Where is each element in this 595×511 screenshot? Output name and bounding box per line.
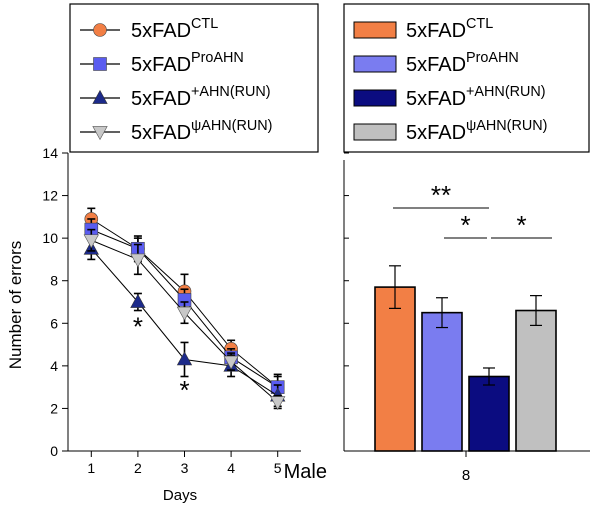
x-tick-label: 5 [274,460,282,476]
legend-right-label: 5xFAD+AHN(RUN) [406,84,546,110]
legend-left-frame [69,3,319,153]
data-point [130,293,146,308]
legend-right-swatch [353,21,397,39]
x-axis-label: Days [163,487,197,504]
x-tick-label: 4 [227,460,235,476]
data-point [223,355,239,370]
legend-right-label: 5xFADψAHN(RUN) [406,118,547,144]
legend-right-label: 5xFADCTL [406,16,493,42]
bar [468,375,510,452]
legend-left-marker-square [93,57,107,71]
significance-label: * [516,210,526,240]
legend-left-label: 5xFADProAHN [131,50,244,76]
data-point [176,306,193,321]
legend-left-label: 5xFAD+AHN(RUN) [131,84,271,110]
y-tick-label: 10 [42,230,58,246]
significance-label: * [460,210,470,240]
legend-left-marker-circle [93,23,107,37]
bar [421,311,463,452]
y-tick-label: 12 [42,188,58,204]
significance-label: ** [431,180,451,210]
bar-group-prefix: Male [284,461,327,483]
legend-left-marker-triangle-down [92,126,108,141]
data-point [83,234,99,249]
significance-star: * [179,375,189,405]
data-point [176,351,193,366]
legend-right-swatch [353,89,397,107]
data-point [130,253,146,268]
legend-left-marker-triangle-up [92,89,108,104]
bar [374,286,416,452]
legend-right-label: 5xFADProAHN [406,50,519,76]
significance-star: * [133,311,143,341]
y-tick-label: 2 [50,400,58,416]
y-axis-label: Number of errors [6,241,25,369]
y-tick-label: 8 [50,273,58,289]
y-tick-label: 4 [50,358,58,374]
legend-right-swatch [353,123,397,141]
series-triangle-down [83,228,286,411]
y-tick-label: 14 [42,145,58,161]
legend-left-label: 5xFADψAHN(RUN) [131,118,272,144]
y-tick-label: 6 [50,315,58,331]
y-tick-label: 0 [50,443,58,459]
legend-left-label: 5xFADCTL [131,16,218,42]
x-tick-label: 2 [134,460,142,476]
legend-right: 5xFADCTL 5xFADProAHN 5xFAD+AHN(RUN) 5xFADψA… [343,3,590,153]
data-point [270,396,286,411]
bar [515,309,557,452]
legend-right-swatch [353,55,397,73]
legend-left: 5xFADCTL 5xFADProAHN 5xFAD+AHN(RUN) 5xFADψA… [69,3,319,153]
x-tick-label: 3 [181,460,189,476]
bar-chart: *** * Male 8 [284,152,590,484]
bar-category-label: 8 [462,467,470,484]
x-tick-label: 1 [87,460,95,476]
